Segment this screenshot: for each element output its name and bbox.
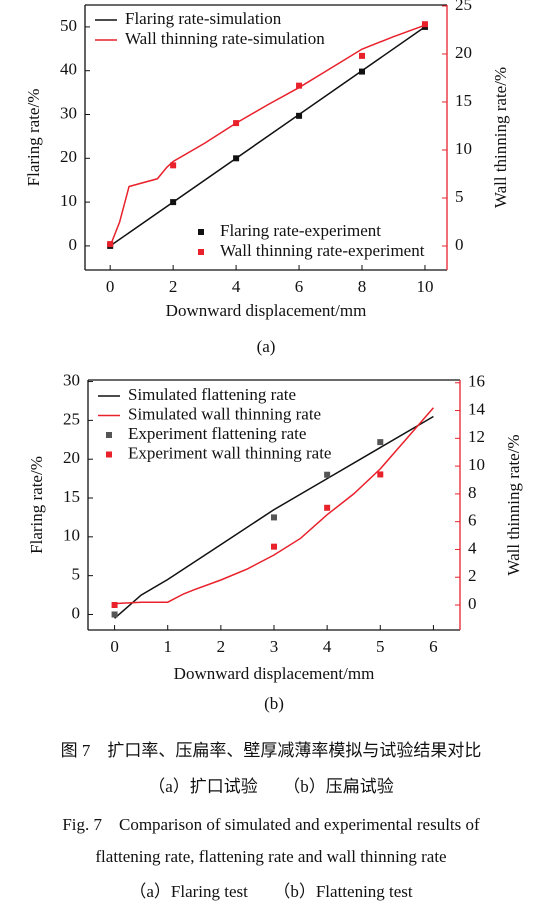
y2-tick-label: 15 [455, 91, 472, 110]
y2-tick-label: 0 [468, 594, 477, 613]
x-tick-label: 0 [106, 277, 115, 296]
caption-en: Fig. 7 Comparison of simulated and exper… [62, 815, 480, 834]
y2-tick-label: 12 [468, 427, 485, 446]
y2-tick-label: 6 [468, 511, 477, 530]
y-tick-label: 5 [72, 565, 81, 584]
y-axis-label: Flaring rate/% [27, 456, 46, 554]
series-line [109, 24, 426, 247]
y-tick-label: 15 [63, 487, 80, 506]
y2-tick-label: 16 [468, 372, 485, 391]
x-tick-label: 6 [429, 637, 438, 656]
x-tick-label: 2 [169, 277, 178, 296]
x-tick-label: 5 [376, 637, 385, 656]
legend-label: Experiment wall thinning rate [128, 443, 331, 462]
series-marker [233, 120, 240, 127]
x-tick-label: 10 [416, 277, 433, 296]
legend-label: Simulated flattening rate [128, 385, 296, 404]
y2-tick-label: 10 [468, 455, 485, 474]
x-tick-label: 3 [270, 637, 279, 656]
y-tick-label: 10 [60, 191, 77, 210]
series-marker [111, 602, 118, 608]
y2-tick-label: 10 [455, 139, 472, 158]
y-tick-label: 30 [63, 370, 80, 389]
legend-label: Wall thinning rate-experiment [220, 241, 425, 260]
caption-en: flattening rate, flattening rate and wal… [95, 847, 446, 866]
x-tick-label: 8 [358, 277, 367, 296]
series-marker [271, 514, 277, 521]
y2-axis-label: Wall thinning rate/% [504, 434, 523, 575]
y-axis-label: Flaring rate/% [24, 89, 43, 187]
series-marker [111, 611, 118, 618]
y2-tick-label: 25 [455, 0, 472, 14]
series-marker [377, 439, 384, 446]
y-tick-label: 20 [63, 448, 80, 467]
y-tick-label: 20 [60, 147, 77, 166]
legend-marker [106, 451, 112, 458]
x-tick-label: 4 [232, 277, 241, 296]
x-tick-label: 2 [217, 637, 226, 656]
y-tick-label: 50 [60, 16, 77, 35]
legend-label: Experiment flattening rate [128, 424, 306, 443]
series-marker [324, 471, 331, 478]
y2-tick-label: 5 [455, 187, 464, 206]
series-marker [359, 68, 366, 75]
caption-zh-sub: （a）扩口试验 （b）压扁试验 [148, 777, 394, 796]
caption-zh: 图 7 扩口率、压扁率、壁厚减薄率模拟与试验结果对比 [61, 741, 482, 760]
y-tick-label: 30 [60, 103, 77, 122]
series-marker [296, 82, 303, 89]
x-tick-label: 0 [110, 637, 119, 656]
x-tick-label: 4 [323, 637, 332, 656]
legend-marker [198, 249, 204, 255]
series-marker [233, 155, 240, 162]
legend-marker [106, 432, 112, 438]
series-marker [377, 471, 384, 478]
series-line [114, 415, 434, 619]
series-marker [421, 21, 428, 28]
legend-label: Simulated wall thinning rate [128, 404, 321, 423]
series-marker [271, 543, 277, 550]
y-tick-label: 0 [72, 603, 81, 622]
series-marker [296, 112, 303, 119]
series-marker [324, 504, 331, 511]
y2-tick-label: 2 [468, 566, 477, 585]
legend-label: Flaring rate-simulation [125, 9, 282, 28]
x-axis-label: Downward displacement/mm [166, 301, 367, 320]
x-tick-label: 1 [163, 637, 172, 656]
y-tick-label: 0 [69, 235, 78, 254]
series-line [114, 407, 434, 605]
y2-tick-label: 0 [455, 235, 464, 254]
y2-tick-label: 20 [455, 43, 472, 62]
caption-en-sub: （a）Flaring test （b）Flattening test [129, 882, 413, 901]
panel-label: (b) [264, 694, 284, 713]
y-tick-label: 40 [60, 60, 77, 79]
series-marker [170, 199, 177, 206]
y2-tick-label: 4 [468, 538, 477, 557]
x-axis-label: Downward displacement/mm [174, 664, 375, 683]
panel-label: (a) [257, 337, 276, 356]
legend-label: Flaring rate-experiment [220, 221, 381, 240]
y-tick-label: 25 [63, 409, 80, 428]
y2-axis-label: Wall thinning rate/% [491, 67, 510, 208]
series-marker [359, 52, 366, 59]
y2-tick-label: 8 [468, 483, 477, 502]
legend-label: Wall thinning rate-simulation [125, 29, 325, 48]
y2-tick-label: 14 [468, 399, 486, 418]
series-marker [170, 162, 177, 169]
x-tick-label: 6 [295, 277, 304, 296]
y-tick-label: 10 [63, 526, 80, 545]
series-marker [107, 241, 114, 248]
legend-marker [198, 229, 204, 235]
series-line [109, 26, 426, 247]
